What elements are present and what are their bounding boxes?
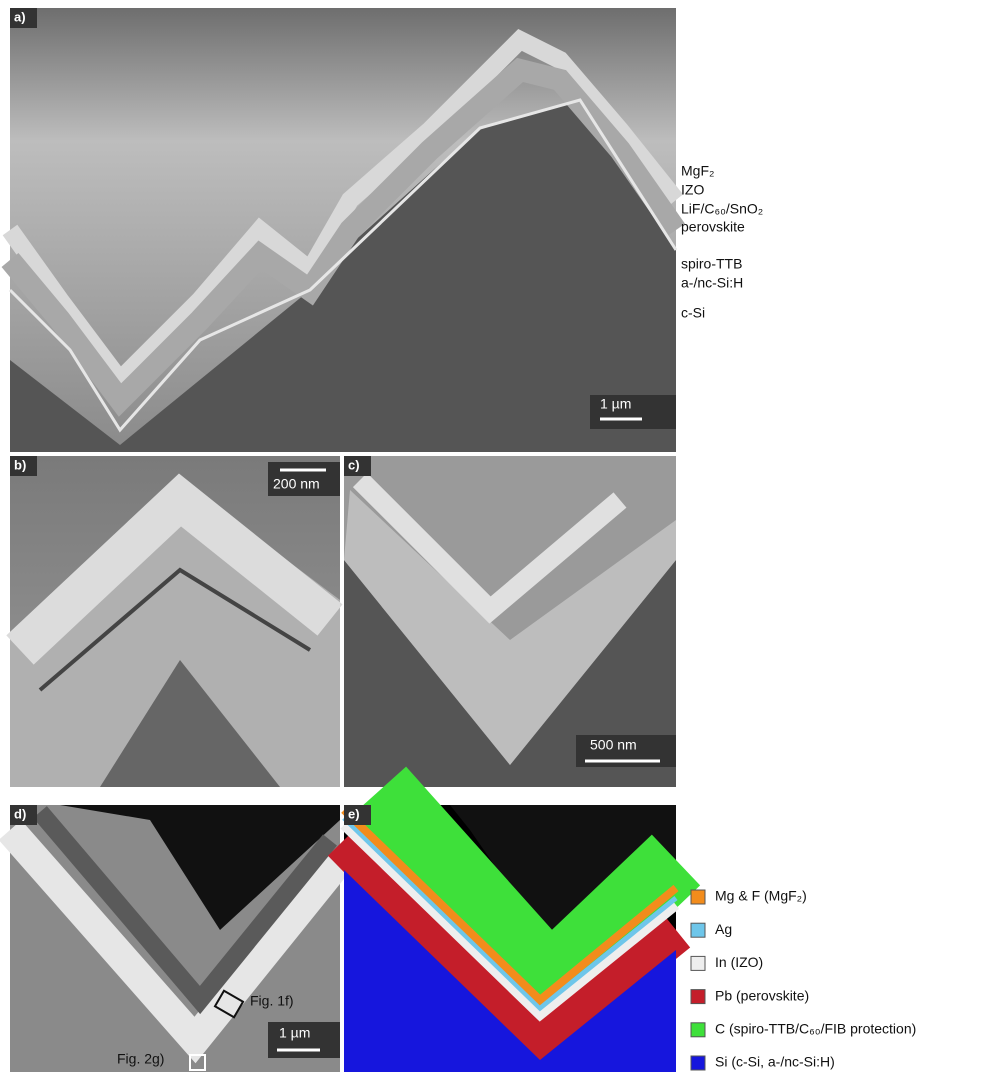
legend-label: Mg & F (MgF₂) xyxy=(715,888,807,904)
panel-label: e) xyxy=(348,806,360,821)
scale-bar-label: 1 µm xyxy=(279,1025,310,1041)
scale-bar-label: 200 nm xyxy=(273,476,320,492)
panel-a: a) 1 µm xyxy=(10,8,676,452)
layer-labels: MgF₂ IZO LiF/C₆₀/SnO₂ perovskite spiro-T… xyxy=(681,163,763,321)
legend-label: Pb (perovskite) xyxy=(715,987,809,1003)
layer-label: MgF₂ xyxy=(681,163,714,179)
legend-swatch xyxy=(691,956,705,970)
figure: a) 1 µm MgF₂ IZO LiF/C₆₀/SnO₂ perovskite… xyxy=(0,0,987,1075)
legend: Mg & F (MgF₂) Ag In (IZO) Pb (perovskite) C … xyxy=(691,888,916,1070)
annotation: Fig. 1f) xyxy=(250,993,294,1009)
annotation: Fig. 2g) xyxy=(117,1051,164,1067)
scale-bar-label: 1 µm xyxy=(600,396,631,412)
panel-c: c) 500 nm xyxy=(344,456,676,787)
panel-d: Fig. 1f) Fig. 2g) d) 1 µm xyxy=(10,795,340,1072)
layer-label: c-Si xyxy=(681,305,705,321)
legend-swatch xyxy=(691,1056,705,1070)
layer-label: perovskite xyxy=(681,219,745,235)
layer-label: a-/nc-Si:H xyxy=(681,275,743,291)
layer-label: LiF/C₆₀/SnO₂ xyxy=(681,201,763,217)
legend-swatch xyxy=(691,1023,705,1037)
layer-label: IZO xyxy=(681,182,704,198)
scale-bar-label: 500 nm xyxy=(590,737,637,753)
panel-label: d) xyxy=(14,806,26,821)
legend-label: In (IZO) xyxy=(715,954,763,970)
legend-swatch xyxy=(691,923,705,937)
legend-label: C (spiro-TTB/C₆₀/FIB protection) xyxy=(715,1021,916,1037)
legend-label: Si (c-Si, a-/nc-Si:H) xyxy=(715,1054,835,1070)
panel-e: e) xyxy=(344,790,676,1072)
legend-swatch xyxy=(691,990,705,1004)
legend-label: Ag xyxy=(715,921,732,937)
layer-label: spiro-TTB xyxy=(681,256,742,272)
panel-label: b) xyxy=(14,457,26,472)
panel-b: b) 200 nm xyxy=(10,456,340,787)
panel-label: c) xyxy=(348,457,360,472)
panel-label: a) xyxy=(14,9,26,24)
legend-swatch xyxy=(691,890,705,904)
